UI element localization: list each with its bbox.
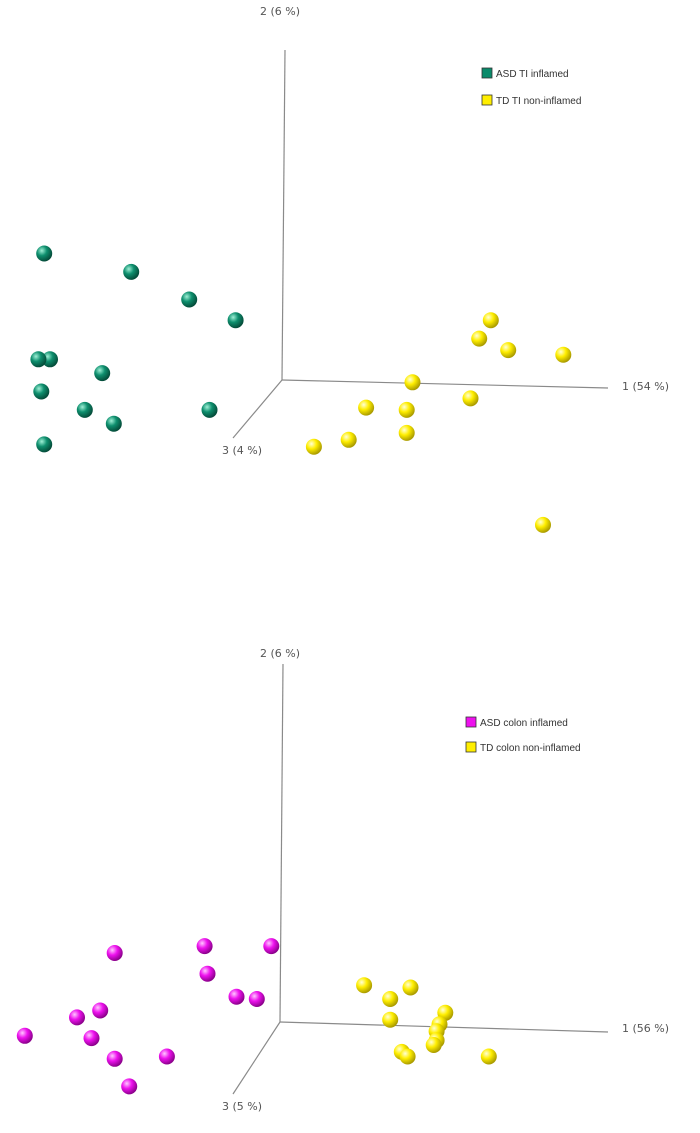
data-point-asd-colon-inflamed-4 [228,988,245,1005]
data-point-asd-ti-inflamed-9 [201,401,218,418]
axis-3-line [232,1021,281,1095]
data-point-td-ti-non-inflamed-4 [404,374,421,391]
data-point-td-colon-non-inflamed-8 [425,1037,442,1053]
data-point-td-ti-non-inflamed-0 [482,312,499,329]
data-point-td-ti-non-inflamed-5 [462,390,479,407]
data-points [30,245,572,533]
legend-swatch-asd-ti [481,67,493,79]
legend-swatch-td-colon [465,741,477,753]
data-point-td-ti-non-inflamed-3 [555,346,572,363]
data-point-asd-ti-inflamed-1 [123,263,140,280]
data-point-td-ti-non-inflamed-9 [340,431,357,448]
data-point-asd-colon-inflamed-2 [106,945,123,961]
data-point-asd-ti-inflamed-6 [94,365,111,382]
legend-label-asd-colon: ASD colon inflamed [480,718,568,729]
data-point-asd-colon-inflamed-3 [199,965,216,982]
data-point-td-ti-non-inflamed-2 [500,342,517,359]
data-point-asd-colon-inflamed-5 [248,991,265,1007]
data-point-td-colon-non-inflamed-2 [382,991,399,1007]
data-point-td-ti-non-inflamed-1 [471,330,488,347]
axis-3-label: 3 (4 %) [222,444,262,457]
data-point-asd-colon-inflamed-11 [106,1050,123,1067]
data-point-asd-colon-inflamed-9 [16,1027,33,1044]
legend-swatch-asd-colon [465,716,477,728]
data-point-td-colon-non-inflamed-0 [356,977,373,994]
data-point-asd-ti-inflamed-11 [36,436,53,453]
data-point-td-colon-non-inflamed-11 [480,1048,497,1065]
data-point-asd-ti-inflamed-8 [76,401,93,418]
data-point-asd-ti-inflamed-10 [105,415,122,432]
pca-plot-ti: 2 (6 %) 1 (54 %) 3 (4 %) ASD TI inflamed… [0,0,700,566]
pca-plot-colon-svg: 2 (6 %) 1 (56 %) 3 (5 %) ASD colon infla… [16,647,669,1113]
data-point-asd-colon-inflamed-7 [69,1009,85,1026]
data-point-asd-ti-inflamed-3 [227,312,244,329]
data-point-asd-colon-inflamed-12 [121,1078,138,1095]
data-point-td-ti-non-inflamed-7 [398,401,415,418]
axis-1-line [281,379,609,389]
axis-1-label: 1 (54 %) [622,380,669,393]
legend-label-asd-ti: ASD TI inflamed [496,69,569,80]
data-point-asd-colon-inflamed-1 [263,938,280,955]
data-point-td-ti-non-inflamed-11 [535,516,551,533]
data-point-asd-colon-inflamed-0 [196,938,213,955]
pca-plot-colon: 2 (6 %) 1 (56 %) 3 (5 %) ASD colon infla… [0,566,700,1133]
data-point-asd-ti-inflamed-5 [30,351,47,368]
axis-1-label: 1 (56 %) [622,1022,669,1035]
data-point-asd-colon-inflamed-10 [158,1048,175,1065]
data-point-asd-ti-inflamed-7 [33,383,50,400]
data-point-td-ti-non-inflamed-6 [358,399,375,416]
legend: ASD TI inflamed TD TI non-inflamed [481,67,581,107]
data-point-td-colon-non-inflamed-10 [399,1048,416,1065]
axis-2-line [281,49,286,381]
legend-label-td-ti: TD TI non-inflamed [496,96,581,107]
legend: ASD colon inflamed TD colon non-inflamed [465,716,581,754]
axis-2-label: 2 (6 %) [260,5,300,18]
data-point-asd-ti-inflamed-2 [181,291,198,308]
data-point-asd-ti-inflamed-0 [36,245,53,262]
legend-label-td-colon: TD colon non-inflamed [480,743,581,754]
data-point-td-colon-non-inflamed-4 [382,1011,399,1028]
axis-3-label: 3 (5 %) [222,1100,262,1113]
axis-2-line [279,663,284,1023]
data-point-asd-colon-inflamed-6 [92,1002,109,1019]
data-point-td-colon-non-inflamed-1 [402,979,419,996]
data-point-asd-colon-inflamed-8 [83,1030,100,1047]
data-point-td-ti-non-inflamed-10 [305,438,322,455]
data-points [16,938,497,1095]
legend-swatch-td-ti [481,94,493,106]
data-point-asd-ti-inflamed-4 [42,351,58,368]
axis-2-label: 2 (6 %) [260,647,300,660]
data-point-td-ti-non-inflamed-8 [398,424,415,441]
pca-plot-ti-svg: 2 (6 %) 1 (54 %) 3 (4 %) ASD TI inflamed… [30,5,669,533]
axis-3-line [232,379,283,439]
